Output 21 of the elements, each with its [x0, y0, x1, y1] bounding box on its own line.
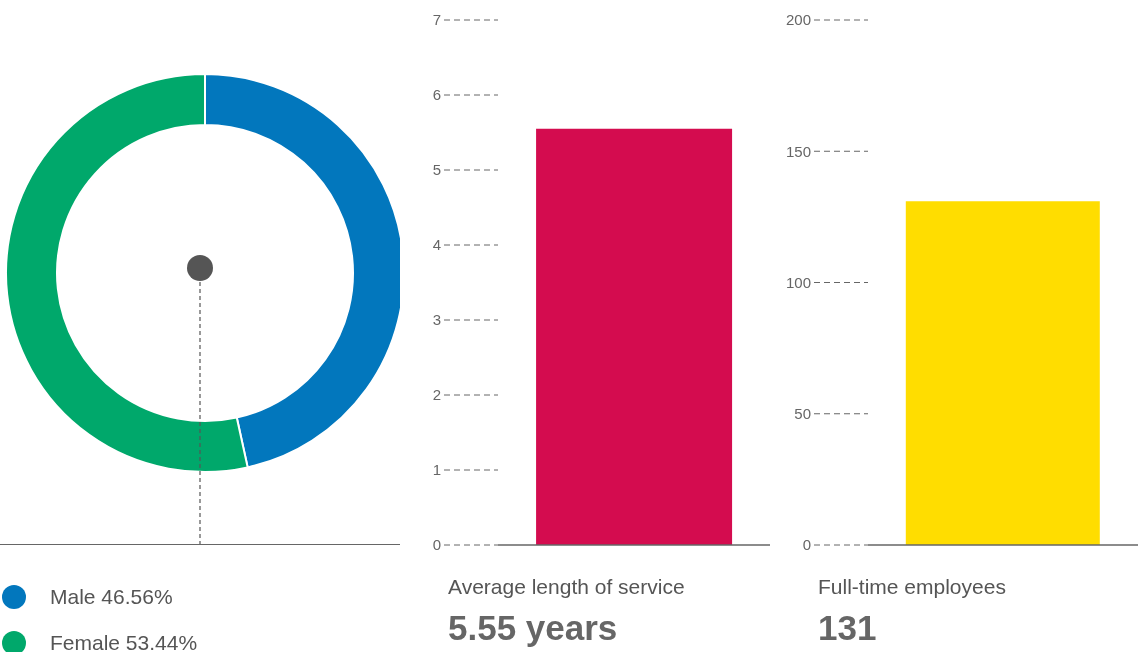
y-tick-label: 100 — [785, 273, 811, 291]
y-tick-label: 50 — [794, 405, 811, 423]
y-tick-label: 0 — [802, 536, 811, 554]
y-tick-label: 6 — [432, 86, 441, 104]
text: 131 — [818, 608, 877, 648]
y-tick-label: 3 — [432, 311, 441, 329]
y-tick-label: 200 — [785, 11, 811, 29]
y-tick-label: 0 — [432, 536, 441, 554]
y-tick-label: 150 — [785, 142, 811, 160]
y-tick-label: 4 — [432, 236, 441, 254]
y-tick-label: 7 — [432, 11, 441, 29]
text: 5.55 years — [448, 608, 618, 648]
y-tick-label: 5 — [432, 161, 441, 179]
data-label: 46.56% — [101, 585, 173, 608]
data-label: 53.44% — [125, 631, 198, 652]
y-tick-label: 2 — [432, 386, 441, 404]
legend-label: Female — [50, 631, 121, 652]
y-tick-label: 1 — [432, 461, 441, 479]
legend-label: Male — [50, 585, 96, 608]
x-axis-title: Average length of service — [448, 575, 685, 599]
x-axis-title: Full-time employees — [818, 575, 1006, 599]
